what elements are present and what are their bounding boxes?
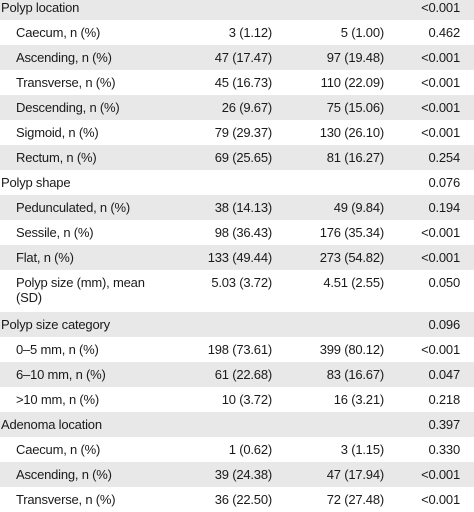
table-row: Sigmoid, n (%) 79 (29.37) 130 (26.10) <0.00…: [0, 120, 474, 145]
group1-value: 3 (1.12): [228, 25, 272, 40]
table-row: Descending, n (%) 26 (9.67) 75 (15.06) <0.0…: [0, 95, 474, 120]
group2-value: 81 (16.27): [326, 150, 384, 165]
table-row: 6–10 mm, n (%) 61 (22.68) 83 (16.67) 0.047: [0, 362, 474, 387]
p-value: <0.001: [421, 225, 460, 240]
table-row: Ascending, n (%) 47 (17.47) 97 (19.48) <0.0…: [0, 45, 474, 70]
row-label: Descending, n (%): [16, 100, 120, 115]
group2-value: 83 (16.67): [326, 367, 384, 382]
p-value: 0.194: [428, 200, 460, 215]
row-label: Sessile, n (%): [16, 225, 94, 240]
group1-value: 38 (14.13): [214, 200, 272, 215]
row-label: Ascending, n (%): [16, 50, 112, 65]
row-label: Transverse, n (%): [16, 75, 116, 90]
section-label: Adenoma location: [1, 417, 102, 432]
row-label: Sigmoid, n (%): [16, 125, 99, 140]
p-value: 0.397: [428, 417, 460, 432]
group2-value: 273 (54.82): [319, 250, 384, 265]
group1-value: 26 (9.67): [221, 100, 272, 115]
group1-value: 61 (22.68): [214, 367, 272, 382]
p-value: 0.330: [428, 442, 460, 457]
group2-value: 49 (9.84): [333, 200, 384, 215]
p-value: <0.001: [421, 342, 460, 357]
table-row: Pedunculated, n (%) 38 (14.13) 49 (9.84) 0.…: [0, 195, 474, 220]
p-value: <0.001: [421, 467, 460, 482]
p-value: 0.218: [428, 392, 460, 407]
group2-value: 399 (80.12): [319, 342, 384, 357]
group1-value: 47 (17.47): [214, 50, 272, 65]
row-label: 6–10 mm, n (%): [16, 367, 106, 382]
p-value: <0.001: [421, 100, 460, 115]
table-row: >10 mm, n (%) 10 (3.72) 16 (3.21) 0.218: [0, 387, 474, 412]
table-row: Transverse, n (%) 36 (22.50) 72 (27.48) <0.…: [0, 487, 474, 512]
p-value: 0.462: [428, 25, 460, 40]
table-row: Caecum, n (%) 1 (0.62) 3 (1.15) 0.330: [0, 437, 474, 462]
row-label: Flat, n (%): [16, 250, 74, 265]
p-value: <0.001: [421, 50, 460, 65]
p-value: 0.254: [428, 150, 460, 165]
row-label: 0–5 mm, n (%): [16, 342, 99, 357]
section-label: Polyp shape: [1, 175, 71, 190]
p-value: <0.001: [421, 75, 460, 90]
row-label: >10 mm, n (%): [16, 392, 100, 407]
section-label: Polyp size category: [1, 317, 110, 332]
group1-value: 45 (16.73): [214, 75, 272, 90]
group1-value: 1 (0.62): [228, 442, 272, 457]
group2-value: 130 (26.10): [319, 125, 384, 140]
section-label: Polyp location: [1, 0, 80, 15]
p-value: 0.047: [428, 367, 460, 382]
p-value: 0.096: [428, 317, 460, 332]
group1-value: 198 (73.61): [207, 342, 272, 357]
row-label: Caecum, n (%): [16, 442, 101, 457]
group2-value: 5 (1.00): [340, 25, 384, 40]
group1-value: 69 (25.65): [214, 150, 272, 165]
row-label: Rectum, n (%): [16, 150, 97, 165]
group2-value: 16 (3.21): [333, 392, 384, 407]
group1-value: 79 (29.37): [214, 125, 272, 140]
table-row: Transverse, n (%) 45 (16.73) 110 (22.09) <0…: [0, 70, 474, 95]
table-row: 0–5 mm, n (%) 198 (73.61) 399 (80.12) <0.00…: [0, 337, 474, 362]
p-value: 0.050: [428, 275, 460, 290]
table-row: Polyp size (mm), mean (SD) 5.03 (3.72) 4.51…: [0, 270, 474, 312]
table-row: Flat, n (%) 133 (49.44) 273 (54.82) <0.001: [0, 245, 474, 270]
row-label: Polyp size (mm), mean (SD): [16, 275, 145, 305]
table-row: Sessile, n (%) 98 (36.43) 176 (35.34) <0.00…: [0, 220, 474, 245]
group2-value: 47 (17.94): [326, 467, 384, 482]
p-value: 0.076: [428, 175, 460, 190]
p-value: <0.001: [421, 492, 460, 507]
group2-value: 72 (27.48): [326, 492, 384, 507]
group1-value: 10 (3.72): [221, 392, 272, 407]
p-value: <0.001: [421, 250, 460, 265]
group2-value: 3 (1.15): [340, 442, 384, 457]
table-row: Caecum, n (%) 3 (1.12) 5 (1.00) 0.462: [0, 20, 474, 45]
row-label: Caecum, n (%): [16, 25, 101, 40]
group2-value: 4.51 (2.55): [323, 275, 384, 290]
group2-value: 75 (15.06): [326, 100, 384, 115]
p-value: <0.001: [421, 125, 460, 140]
row-label: Pedunculated, n (%): [16, 200, 130, 215]
group2-value: 176 (35.34): [319, 225, 384, 240]
group1-value: 98 (36.43): [214, 225, 272, 240]
group2-value: 110 (22.09): [320, 75, 385, 90]
group1-value: 39 (24.38): [214, 467, 272, 482]
section-header-row: Adenoma location 0.397: [0, 412, 474, 437]
section-header-row: Polyp size category 0.096: [0, 312, 474, 337]
row-label: Transverse, n (%): [16, 492, 116, 507]
section-header-row: Polyp shape 0.076: [0, 170, 474, 195]
group1-value: 133 (49.44): [207, 250, 272, 265]
section-header-row: Polyp location <0.001: [0, 0, 474, 20]
group1-value: 5.03 (3.72): [211, 275, 272, 290]
group2-value: 97 (19.48): [326, 50, 384, 65]
p-value: <0.001: [421, 0, 460, 15]
group1-value: 36 (22.50): [214, 492, 272, 507]
row-label: Ascending, n (%): [16, 467, 112, 482]
table-row: Rectum, n (%) 69 (25.65) 81 (16.27) 0.254: [0, 145, 474, 170]
table-row: Ascending, n (%) 39 (24.38) 47 (17.94) <0.0…: [0, 462, 474, 487]
